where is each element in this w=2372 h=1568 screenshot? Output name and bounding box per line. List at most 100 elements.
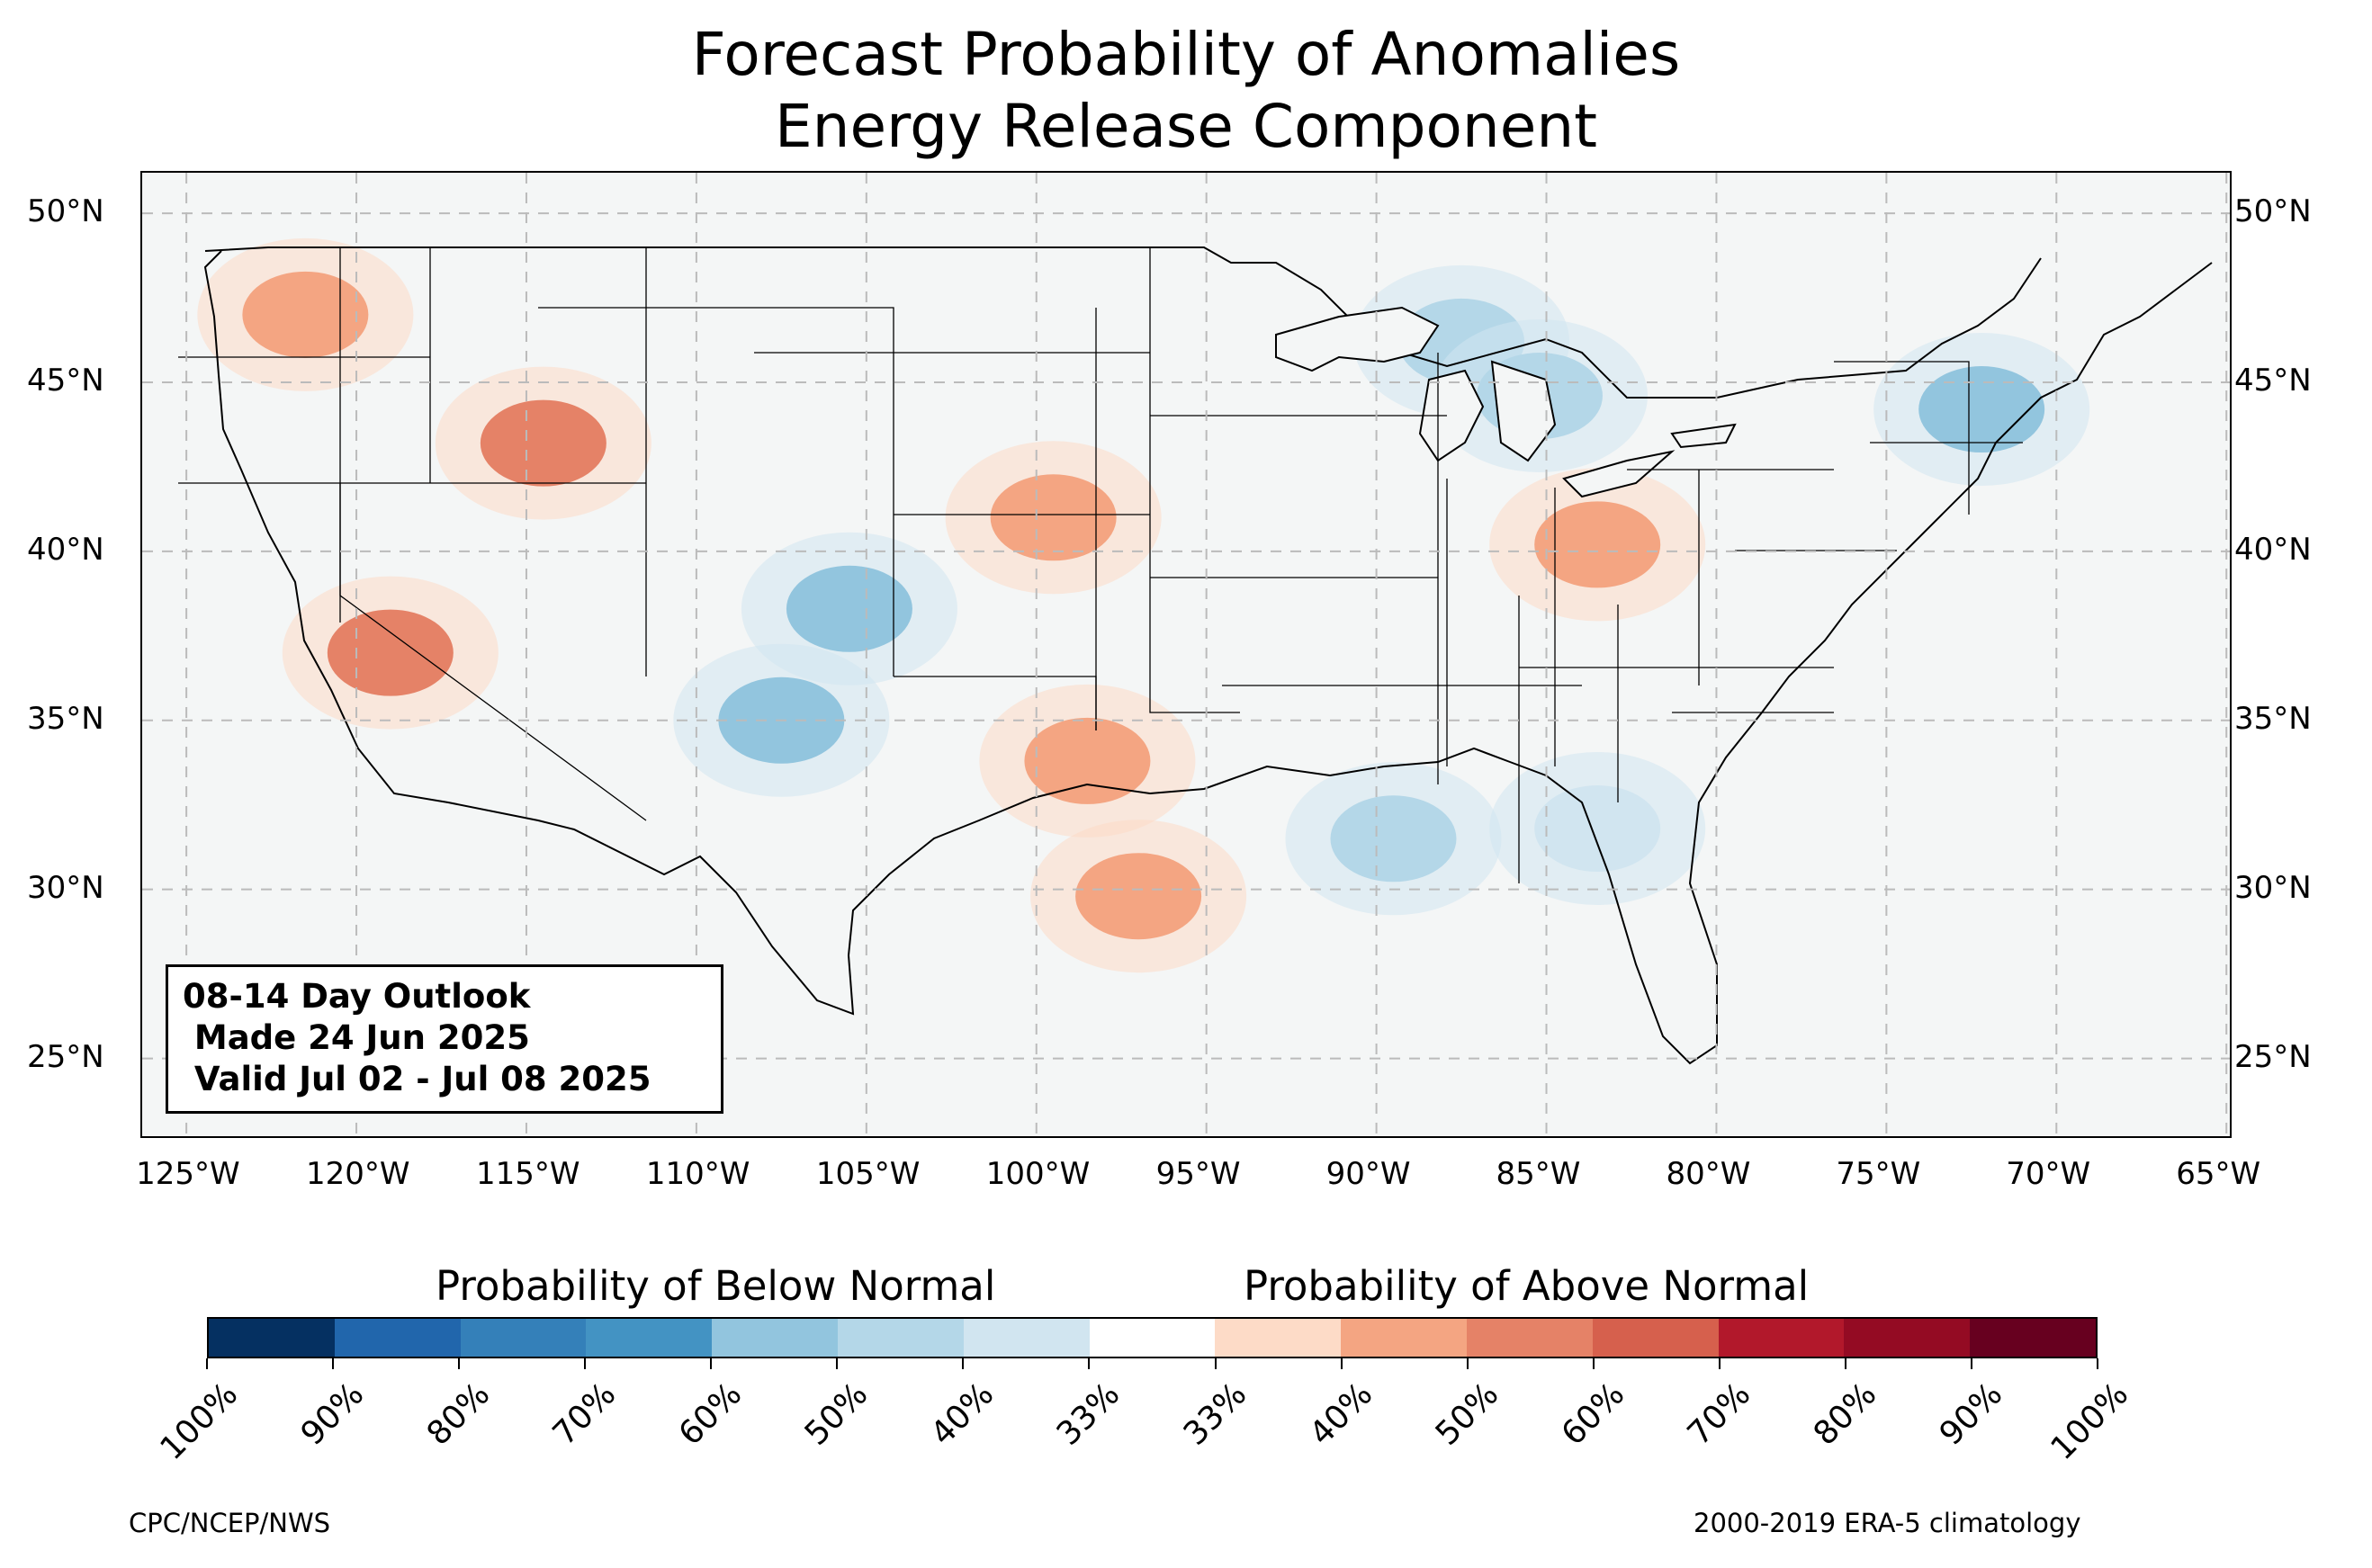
below-normal-region — [1330, 795, 1457, 883]
lon-label: 70°W — [2006, 1156, 2091, 1192]
lat-label: 25°N — [2234, 1038, 2312, 1075]
colorbar-cell — [1592, 1319, 1719, 1357]
map-title-line2: Energy Release Component — [774, 92, 1598, 161]
colorbar-cell — [1718, 1319, 1845, 1357]
colorbar-cell — [1341, 1319, 1467, 1357]
lat-label: 30°N — [2234, 869, 2312, 906]
canada-border — [204, 246, 2042, 399]
lon-label: 75°W — [1836, 1156, 1921, 1192]
colorbar-tick-label: 80% — [1806, 1375, 1884, 1453]
colorbar-tick — [710, 1358, 713, 1369]
colorbar-cell — [963, 1319, 1090, 1357]
colorbar-tick — [584, 1358, 587, 1369]
colorbar-tick-label: 40% — [1302, 1375, 1379, 1453]
colorbar-tick-label: 100% — [153, 1375, 246, 1468]
colorbar-tick-label: 90% — [293, 1375, 372, 1453]
made-date: Made 24 Jun 2025 — [183, 1018, 530, 1057]
map-canvas — [142, 173, 2230, 1136]
lat-label: 45°N — [2234, 362, 2312, 399]
lon-label: 95°W — [1155, 1156, 1241, 1192]
us-outline — [203, 250, 2213, 1065]
colorbar-cell — [334, 1319, 461, 1357]
lat-label: 35°N — [27, 700, 104, 737]
colorbar-tick — [1718, 1358, 1721, 1369]
above-normal-region — [990, 474, 1117, 561]
colorbar-tick-label: 60% — [671, 1375, 750, 1453]
lon-label: 100°W — [985, 1156, 1091, 1192]
colorbar-cell — [1970, 1319, 2096, 1357]
valid-dates: Valid Jul 02 - Jul 08 2025 — [183, 1060, 651, 1098]
lon-label: 90°W — [1325, 1156, 1411, 1192]
colorbar-tick-label: 40% — [924, 1375, 1002, 1453]
colorbar-cell — [1844, 1319, 1971, 1357]
state-borders — [178, 247, 2023, 883]
lon-label: 80°W — [1666, 1156, 1751, 1192]
anomaly-layer — [197, 237, 2090, 973]
colorbar-tick — [2097, 1358, 2098, 1369]
colorbar-tick-label: 33% — [1050, 1375, 1128, 1453]
above-normal-region — [1024, 717, 1151, 804]
below-normal-region — [1918, 366, 2045, 453]
colorbar-tick — [836, 1358, 839, 1369]
above-normal-region — [1534, 501, 1661, 588]
lon-label: 65°W — [2176, 1156, 2261, 1192]
footer-source: CPC/NCEP/NWS — [129, 1508, 331, 1538]
colorbar-tick — [1214, 1358, 1217, 1369]
colorbar-tick — [1466, 1358, 1469, 1369]
colorbar-tick — [206, 1358, 208, 1369]
map-panel — [140, 171, 2232, 1138]
colorbar-tick-label: 70% — [1680, 1375, 1758, 1453]
outlook-info-box: 08-14 Day Outlook Made 24 Jun 2025 Valid… — [166, 964, 723, 1114]
colorbar-tick-label: 100% — [2044, 1375, 2136, 1468]
lat-label: 40°N — [27, 531, 104, 568]
colorbar-cell — [1215, 1319, 1342, 1357]
colorbar-tick-label: 33% — [1176, 1375, 1253, 1453]
probability-colorbar — [207, 1317, 2098, 1358]
lon-label: 85°W — [1496, 1156, 1581, 1192]
gridlines — [142, 173, 2230, 1136]
lat-label: 25°N — [27, 1038, 104, 1075]
footer-climatology: 2000-2019 ERA-5 climatology — [1694, 1508, 2081, 1538]
colorbar-tick-label: 60% — [1554, 1375, 1632, 1453]
lat-label: 35°N — [2234, 700, 2312, 737]
colorbar-cell — [586, 1319, 713, 1357]
below-normal-region — [786, 565, 912, 652]
colorbar-tick — [332, 1358, 335, 1369]
colorbar-cell — [1466, 1319, 1593, 1357]
lat-label: 50°N — [27, 193, 104, 230]
lat-label: 45°N — [27, 362, 104, 399]
colorbar-cell — [837, 1319, 964, 1357]
lon-label: 110°W — [645, 1156, 750, 1192]
colorbar-tick — [1844, 1358, 1846, 1369]
colorbar-cell — [460, 1319, 587, 1357]
legend-above-title: Probability of Above Normal — [1244, 1262, 1810, 1310]
lon-label: 120°W — [306, 1156, 410, 1192]
map-title-line1: Forecast Probability of Anomalies — [691, 20, 1681, 89]
lat-label: 40°N — [2234, 531, 2312, 568]
colorbar-tick — [1592, 1358, 1595, 1369]
colorbar-tick-label: 70% — [545, 1375, 624, 1453]
colorbar-tick-label: 50% — [798, 1375, 876, 1453]
colorbar-tick — [458, 1358, 461, 1369]
lat-label: 30°N — [27, 869, 104, 906]
lon-label: 105°W — [815, 1156, 921, 1192]
above-normal-region — [1075, 853, 1202, 940]
above-normal-region — [242, 271, 369, 358]
colorbar-cell — [712, 1319, 838, 1357]
colorbar-tick-label: 90% — [1932, 1375, 2010, 1453]
legend-below-title: Probability of Below Normal — [436, 1262, 996, 1310]
great-lakes — [1275, 306, 1737, 498]
colorbar-tick-label: 50% — [1428, 1375, 1505, 1453]
outlook-period: 08-14 Day Outlook — [183, 977, 531, 1016]
colorbar-tick — [1340, 1358, 1343, 1369]
colorbar-cell — [1089, 1319, 1216, 1357]
colorbar-tick — [1088, 1358, 1091, 1369]
lat-label: 50°N — [2234, 193, 2312, 230]
above-normal-region — [327, 609, 454, 696]
colorbar-tick — [962, 1358, 965, 1369]
lon-label: 115°W — [475, 1156, 580, 1192]
colorbar-tick-label: 80% — [419, 1375, 498, 1453]
coastline-layer — [178, 246, 2213, 1065]
below-normal-region — [1534, 785, 1661, 873]
lon-label: 125°W — [136, 1156, 240, 1192]
